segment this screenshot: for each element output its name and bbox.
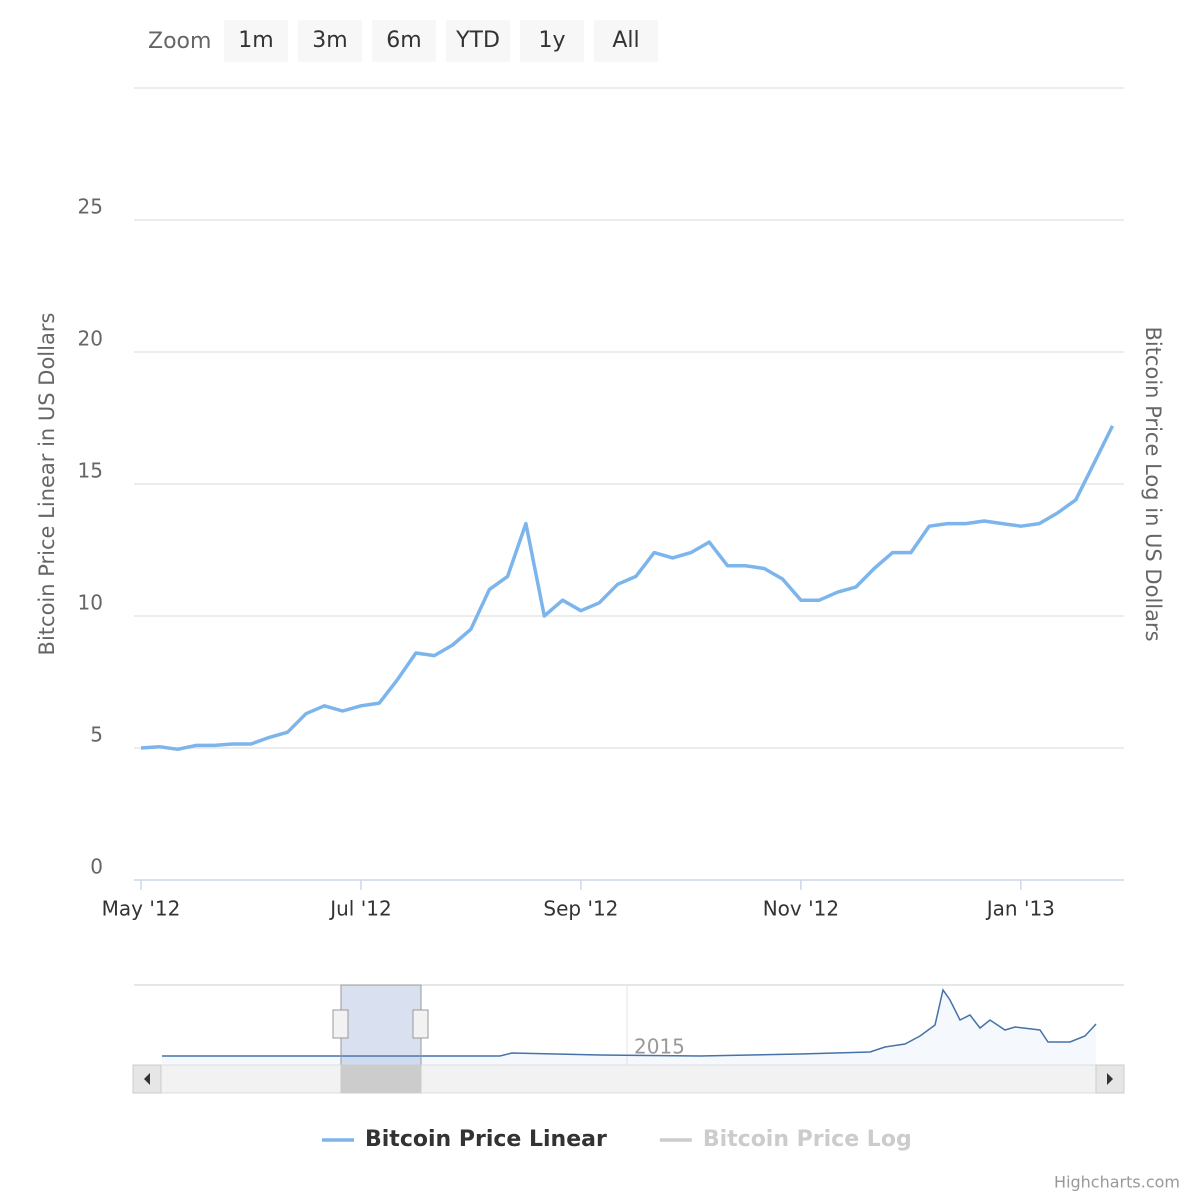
zoom-button[interactable]: [446, 20, 510, 62]
y-axis-title: Bitcoin Price Linear in US Dollars: [35, 313, 59, 656]
navigator-label: 2015: [634, 1035, 685, 1059]
legend-label[interactable]: Bitcoin Price Log: [703, 1127, 912, 1152]
navigator-area: [162, 990, 1096, 1065]
zoom-button[interactable]: [520, 20, 584, 62]
zoom-button[interactable]: [298, 20, 362, 62]
credits[interactable]: Highcharts.com: [1054, 1173, 1180, 1192]
x-tick-label: Jul '12: [328, 897, 391, 921]
zoom-button[interactable]: [224, 20, 288, 62]
zoom-button-label[interactable]: 3m: [312, 28, 347, 53]
navigator-handle[interactable]: [412, 1009, 429, 1039]
zoom-button[interactable]: [372, 20, 436, 62]
zoom-button-label[interactable]: 6m: [386, 28, 421, 53]
arrow-icon: [144, 1073, 150, 1085]
x-tick-label: Sep '12: [543, 897, 618, 921]
x-tick-label: Jan '13: [985, 897, 1055, 921]
zoom-button[interactable]: [594, 20, 658, 62]
navigator-line: [162, 988, 1097, 1057]
zoom-button-label[interactable]: All: [612, 28, 639, 53]
scrollbar-track[interactable]: [132, 1064, 1125, 1094]
y2-axis-title: Bitcoin Price Log in US Dollars: [1141, 326, 1165, 641]
y-tick-label: 5: [90, 723, 103, 747]
arrow-icon: [1107, 1073, 1113, 1085]
scrollbar-thumb[interactable]: [340, 1064, 422, 1094]
y-tick-label: 15: [78, 459, 103, 483]
zoom-label: Zoom: [148, 29, 211, 54]
zoom-button-label[interactable]: 1y: [538, 28, 565, 53]
zoom-button-label[interactable]: 1m: [238, 28, 273, 53]
legend-label[interactable]: Bitcoin Price Linear: [365, 1127, 607, 1152]
y-tick-label: 0: [90, 855, 103, 879]
navigator-handle[interactable]: [332, 1009, 349, 1039]
series-line: [140, 425, 1115, 752]
y-tick-label: 10: [78, 591, 103, 615]
x-tick-label: Nov '12: [763, 897, 839, 921]
navigator-mask[interactable]: [340, 984, 422, 1066]
zoom-button-label[interactable]: YTD: [455, 28, 500, 53]
navigator: 2015: [132, 984, 1125, 1094]
y-tick-label: 25: [78, 195, 103, 219]
x-tick-label: May '12: [102, 897, 181, 921]
y-tick-label: 20: [78, 327, 103, 351]
